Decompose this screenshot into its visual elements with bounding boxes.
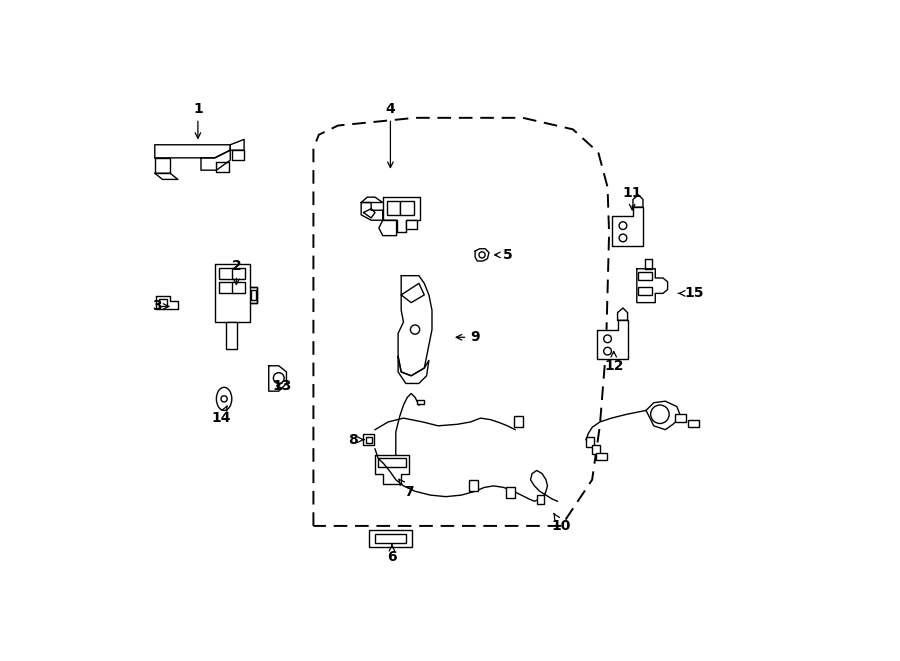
- Bar: [418, 400, 424, 405]
- Bar: [364, 434, 374, 445]
- Text: 6: 6: [387, 544, 397, 564]
- Text: 13: 13: [273, 379, 292, 393]
- Bar: [375, 533, 406, 543]
- Bar: [227, 322, 238, 349]
- Polygon shape: [379, 220, 397, 235]
- Bar: [514, 416, 523, 426]
- Text: 12: 12: [604, 352, 624, 373]
- Bar: [159, 299, 167, 307]
- Bar: [378, 458, 406, 467]
- Polygon shape: [398, 356, 429, 383]
- Bar: [469, 480, 478, 490]
- Polygon shape: [646, 401, 680, 430]
- Polygon shape: [617, 308, 627, 321]
- Bar: [365, 437, 372, 443]
- Text: 1: 1: [193, 102, 202, 138]
- Polygon shape: [644, 258, 652, 269]
- Polygon shape: [201, 150, 230, 170]
- Bar: [536, 495, 544, 504]
- Polygon shape: [475, 249, 489, 261]
- Text: 14: 14: [212, 406, 230, 425]
- Bar: [586, 438, 594, 447]
- Bar: [506, 487, 515, 498]
- Polygon shape: [155, 145, 230, 158]
- Bar: [387, 201, 400, 215]
- Polygon shape: [230, 139, 244, 150]
- Bar: [596, 453, 607, 461]
- Text: 10: 10: [552, 514, 571, 533]
- Bar: [220, 282, 232, 293]
- Polygon shape: [361, 202, 382, 220]
- Text: 5: 5: [495, 248, 512, 262]
- Polygon shape: [157, 297, 178, 309]
- Bar: [638, 288, 652, 295]
- Circle shape: [619, 222, 626, 229]
- Bar: [638, 272, 652, 280]
- Circle shape: [651, 405, 670, 424]
- Polygon shape: [249, 288, 257, 303]
- Polygon shape: [361, 197, 382, 202]
- Text: 15: 15: [679, 286, 704, 300]
- Bar: [406, 220, 417, 229]
- Polygon shape: [401, 284, 424, 303]
- Circle shape: [479, 252, 485, 258]
- Bar: [220, 268, 232, 279]
- Polygon shape: [155, 173, 178, 179]
- Bar: [232, 268, 245, 279]
- Bar: [675, 414, 686, 422]
- Bar: [232, 282, 245, 293]
- Polygon shape: [637, 269, 668, 303]
- Polygon shape: [597, 321, 627, 359]
- Polygon shape: [269, 366, 286, 391]
- Bar: [592, 445, 600, 454]
- Circle shape: [274, 373, 284, 383]
- Circle shape: [221, 396, 227, 402]
- Text: 3: 3: [152, 299, 169, 313]
- Text: 8: 8: [348, 433, 364, 447]
- Text: 11: 11: [623, 186, 642, 210]
- Circle shape: [604, 335, 611, 342]
- Polygon shape: [612, 207, 643, 246]
- Circle shape: [604, 347, 611, 355]
- Polygon shape: [232, 150, 244, 160]
- Polygon shape: [382, 197, 419, 232]
- Polygon shape: [216, 163, 229, 172]
- Text: 9: 9: [456, 330, 480, 344]
- Bar: [251, 290, 256, 300]
- Polygon shape: [633, 195, 643, 207]
- Polygon shape: [155, 158, 170, 173]
- Bar: [688, 420, 699, 428]
- Circle shape: [619, 234, 626, 242]
- Polygon shape: [398, 276, 432, 375]
- Polygon shape: [364, 209, 375, 218]
- Polygon shape: [375, 455, 409, 485]
- Text: 7: 7: [399, 479, 414, 499]
- Circle shape: [410, 325, 419, 334]
- Text: 4: 4: [385, 102, 395, 167]
- Bar: [400, 201, 413, 215]
- Ellipse shape: [216, 387, 232, 410]
- Bar: [369, 529, 412, 547]
- Polygon shape: [215, 264, 257, 322]
- Text: 2: 2: [231, 258, 241, 285]
